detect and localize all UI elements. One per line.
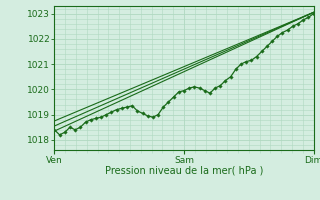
X-axis label: Pression niveau de la mer( hPa ): Pression niveau de la mer( hPa ) [105,166,263,176]
